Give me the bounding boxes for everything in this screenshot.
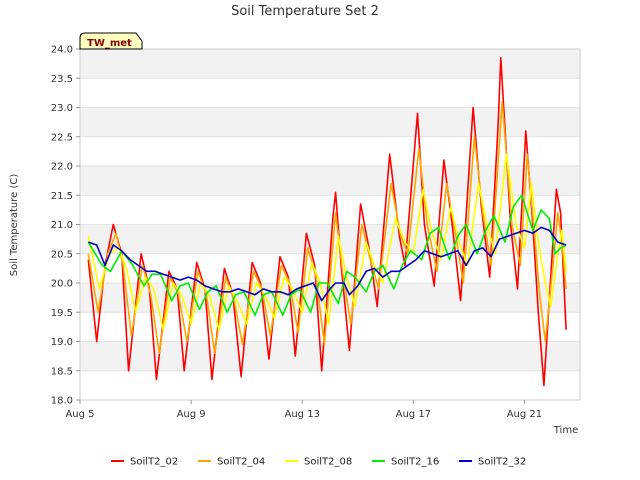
legend-item-soilt2-08: SoilT2_08 — [285, 457, 352, 468]
y-tick-label: 24.0 — [51, 45, 73, 56]
y-tick-label: 23.0 — [51, 103, 73, 114]
y-tick-label: 21.0 — [51, 220, 73, 231]
x-axis-label: Time — [553, 425, 578, 436]
station-badge: TW_met — [79, 32, 143, 50]
legend-label: SoilT2_16 — [391, 457, 439, 468]
legend-item-soilt2-32: SoilT2_32 — [459, 457, 526, 468]
chart-title: Soil Temperature Set 2 — [231, 4, 379, 19]
y-tick-label: 20.0 — [51, 279, 73, 290]
y-tick-label: 23.5 — [51, 74, 73, 85]
x-axis-ticks: Aug 5 Aug 9 Aug 13 Aug 17 Aug 21 — [65, 400, 542, 420]
legend-item-soilt2-16: SoilT2_16 — [372, 457, 439, 468]
legend-label: SoilT2_02 — [130, 457, 178, 468]
grid-band — [80, 107, 580, 137]
y-tick-label: 18.5 — [51, 366, 73, 377]
y-tick-label: 19.5 — [51, 308, 73, 319]
legend-item-soilt2-04: SoilT2_04 — [198, 457, 265, 468]
x-tick-label: Aug 5 — [65, 409, 94, 420]
legend: SoilT2_02 SoilT2_04 SoilT2_08 SoilT2_16 Soil… — [111, 457, 526, 468]
x-tick-label: Aug 13 — [285, 409, 320, 420]
series-line-soilt2-16 — [87, 194, 567, 316]
series-layer — [87, 57, 567, 387]
y-tick-label: 19.0 — [51, 337, 73, 348]
x-tick-label: Aug 9 — [177, 409, 206, 420]
legend-label: SoilT2_04 — [217, 457, 265, 468]
series-line-soilt2-32 — [88, 226, 567, 302]
legend-label: SoilT2_32 — [478, 457, 526, 468]
station-badge-label: TW_met — [87, 38, 132, 49]
x-tick-label: Aug 17 — [396, 409, 431, 420]
y-tick-label: 20.5 — [51, 249, 73, 260]
y-tick-label: 22.0 — [51, 162, 73, 173]
grid-band — [80, 49, 580, 79]
series-line-soilt2-08 — [87, 153, 567, 331]
grid-band — [80, 341, 580, 371]
y-axis-label: Soil Temperature (C) — [9, 174, 20, 277]
x-tick-label: Aug 21 — [507, 409, 542, 420]
y-tick-label: 22.5 — [51, 132, 73, 143]
y-tick-label: 21.5 — [51, 191, 73, 202]
legend-label: SoilT2_08 — [304, 457, 352, 468]
y-tick-label: 18.0 — [51, 396, 73, 407]
legend-item-soilt2-02: SoilT2_02 — [111, 457, 178, 468]
y-axis-ticks: 18.0 18.5 19.0 19.5 20.0 20.5 21.0 21.5 22.0 22.5… — [51, 45, 80, 407]
